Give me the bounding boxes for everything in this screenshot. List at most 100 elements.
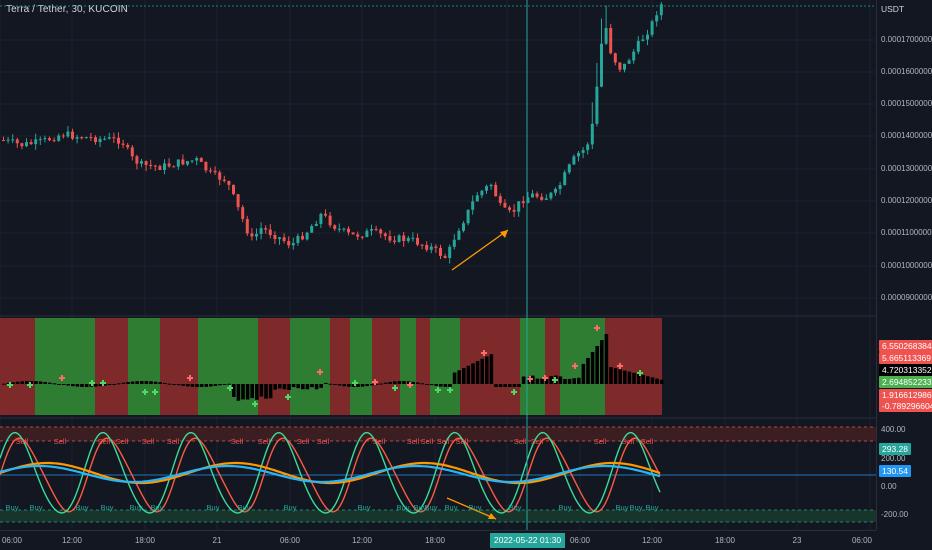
histogram-bar (462, 368, 466, 384)
candle-body (25, 142, 28, 147)
oscillator-signal-blue (0, 464, 661, 484)
histogram-zone (416, 318, 430, 415)
candle-body (563, 172, 567, 186)
histogram-zone (605, 318, 662, 415)
candle-body (158, 166, 162, 171)
histogram-bar (604, 334, 609, 384)
histogram-bar (167, 383, 172, 385)
sell-signal-label: Sell (436, 437, 450, 446)
candle-body (558, 185, 562, 189)
histogram-bar (75, 384, 80, 387)
histogram-bar (250, 384, 254, 399)
candle-body (475, 195, 479, 202)
candle-body (15, 139, 19, 144)
histogram-bar (38, 381, 43, 384)
price-tick: 0.0000900000 (881, 293, 932, 302)
candle-body (627, 60, 631, 64)
histogram-bar (195, 384, 199, 387)
candle-body (526, 197, 530, 204)
time-axis[interactable]: 06:00 12:00 18:00 21 06:00 12:00 18:00 06:00 12:… (0, 530, 876, 550)
candle-body (167, 163, 171, 167)
candle-body (420, 244, 424, 246)
price-axis[interactable]: USDT 0.0001700000 0.0001600000 0.000150000… (876, 0, 932, 530)
candle-body (241, 207, 245, 219)
candle-body (572, 156, 576, 165)
candle-body (485, 186, 488, 191)
candle-body (443, 255, 447, 258)
histogram-bar (489, 354, 494, 384)
oscillator-layer (0, 426, 876, 523)
histogram-bar (526, 377, 530, 384)
chart-plot-area[interactable] (0, 0, 876, 530)
histogram-bar (232, 384, 236, 398)
histogram-bar (172, 384, 176, 385)
buy-signal-label: Buy (615, 503, 629, 512)
sell-signal-label: Sell (455, 437, 469, 446)
buy-signal-label: Buy (75, 503, 89, 512)
candle-body (549, 192, 553, 199)
histogram-bar (278, 384, 282, 389)
histogram-bar (15, 381, 20, 384)
histogram-bar (94, 384, 98, 387)
histogram-bar (71, 384, 75, 387)
candle-body (264, 228, 268, 230)
candle-body (20, 143, 24, 147)
oscillator-line-green (0, 431, 661, 514)
histogram-bar (66, 384, 70, 386)
candle-body (457, 230, 461, 240)
candle-body (75, 137, 79, 139)
histogram-bar (337, 384, 342, 386)
candle-body (195, 158, 199, 161)
candle-body (411, 237, 415, 239)
candle-body (360, 236, 364, 238)
histogram-bar (144, 381, 149, 384)
histogram-bar (296, 384, 300, 389)
histogram-bar (590, 351, 595, 384)
histogram-bar (586, 357, 590, 384)
histogram-bar (140, 381, 144, 384)
histogram-bar (535, 378, 540, 384)
candle-body (71, 131, 74, 139)
histogram-bar (549, 376, 553, 384)
candle-body (356, 234, 360, 237)
buy-signal-label: Buy (558, 503, 572, 512)
buy-signal-label: Buy (206, 503, 220, 512)
currency-label: USDT (881, 4, 905, 14)
histogram-bar (641, 375, 645, 384)
candle-body (425, 244, 429, 250)
trend-arrow-osc (446, 497, 497, 520)
candle-body (636, 40, 640, 52)
candle-body (333, 225, 337, 229)
candle-body (43, 138, 47, 140)
histogram-bar (595, 345, 599, 384)
histogram-bar (494, 384, 498, 387)
histogram-bar (439, 384, 443, 387)
histogram-bar (374, 384, 379, 385)
histogram-bar (117, 383, 121, 385)
histogram-bar (365, 384, 369, 387)
histogram-zone (160, 318, 198, 415)
candle-body (163, 163, 166, 171)
histogram-bar (613, 368, 618, 384)
overbought-band (0, 427, 876, 441)
candle-body (140, 161, 143, 164)
histogram-value-label: 4.720313352 (879, 364, 932, 376)
candle-body (34, 139, 38, 145)
sell-signal-label: Sell (257, 437, 271, 446)
candle-body (255, 233, 258, 237)
histogram-bar (126, 382, 130, 384)
histogram-bar (397, 381, 402, 384)
histogram-bar (57, 384, 61, 385)
buy-signal-label: Buy (468, 503, 482, 512)
trend-arrow-head-price (500, 230, 508, 238)
candle-body (278, 237, 281, 240)
candle-body (498, 196, 502, 203)
candle-body (489, 184, 493, 187)
candle-body (236, 194, 240, 208)
time-tick: 12:00 (351, 536, 373, 545)
histogram-value-label: 5.665113369 (879, 352, 932, 364)
sell-signal-label: Sell (230, 437, 244, 446)
candle-body (379, 229, 383, 234)
histogram-bar (103, 384, 107, 386)
oscillator-value-label: 130.54 (879, 465, 911, 477)
